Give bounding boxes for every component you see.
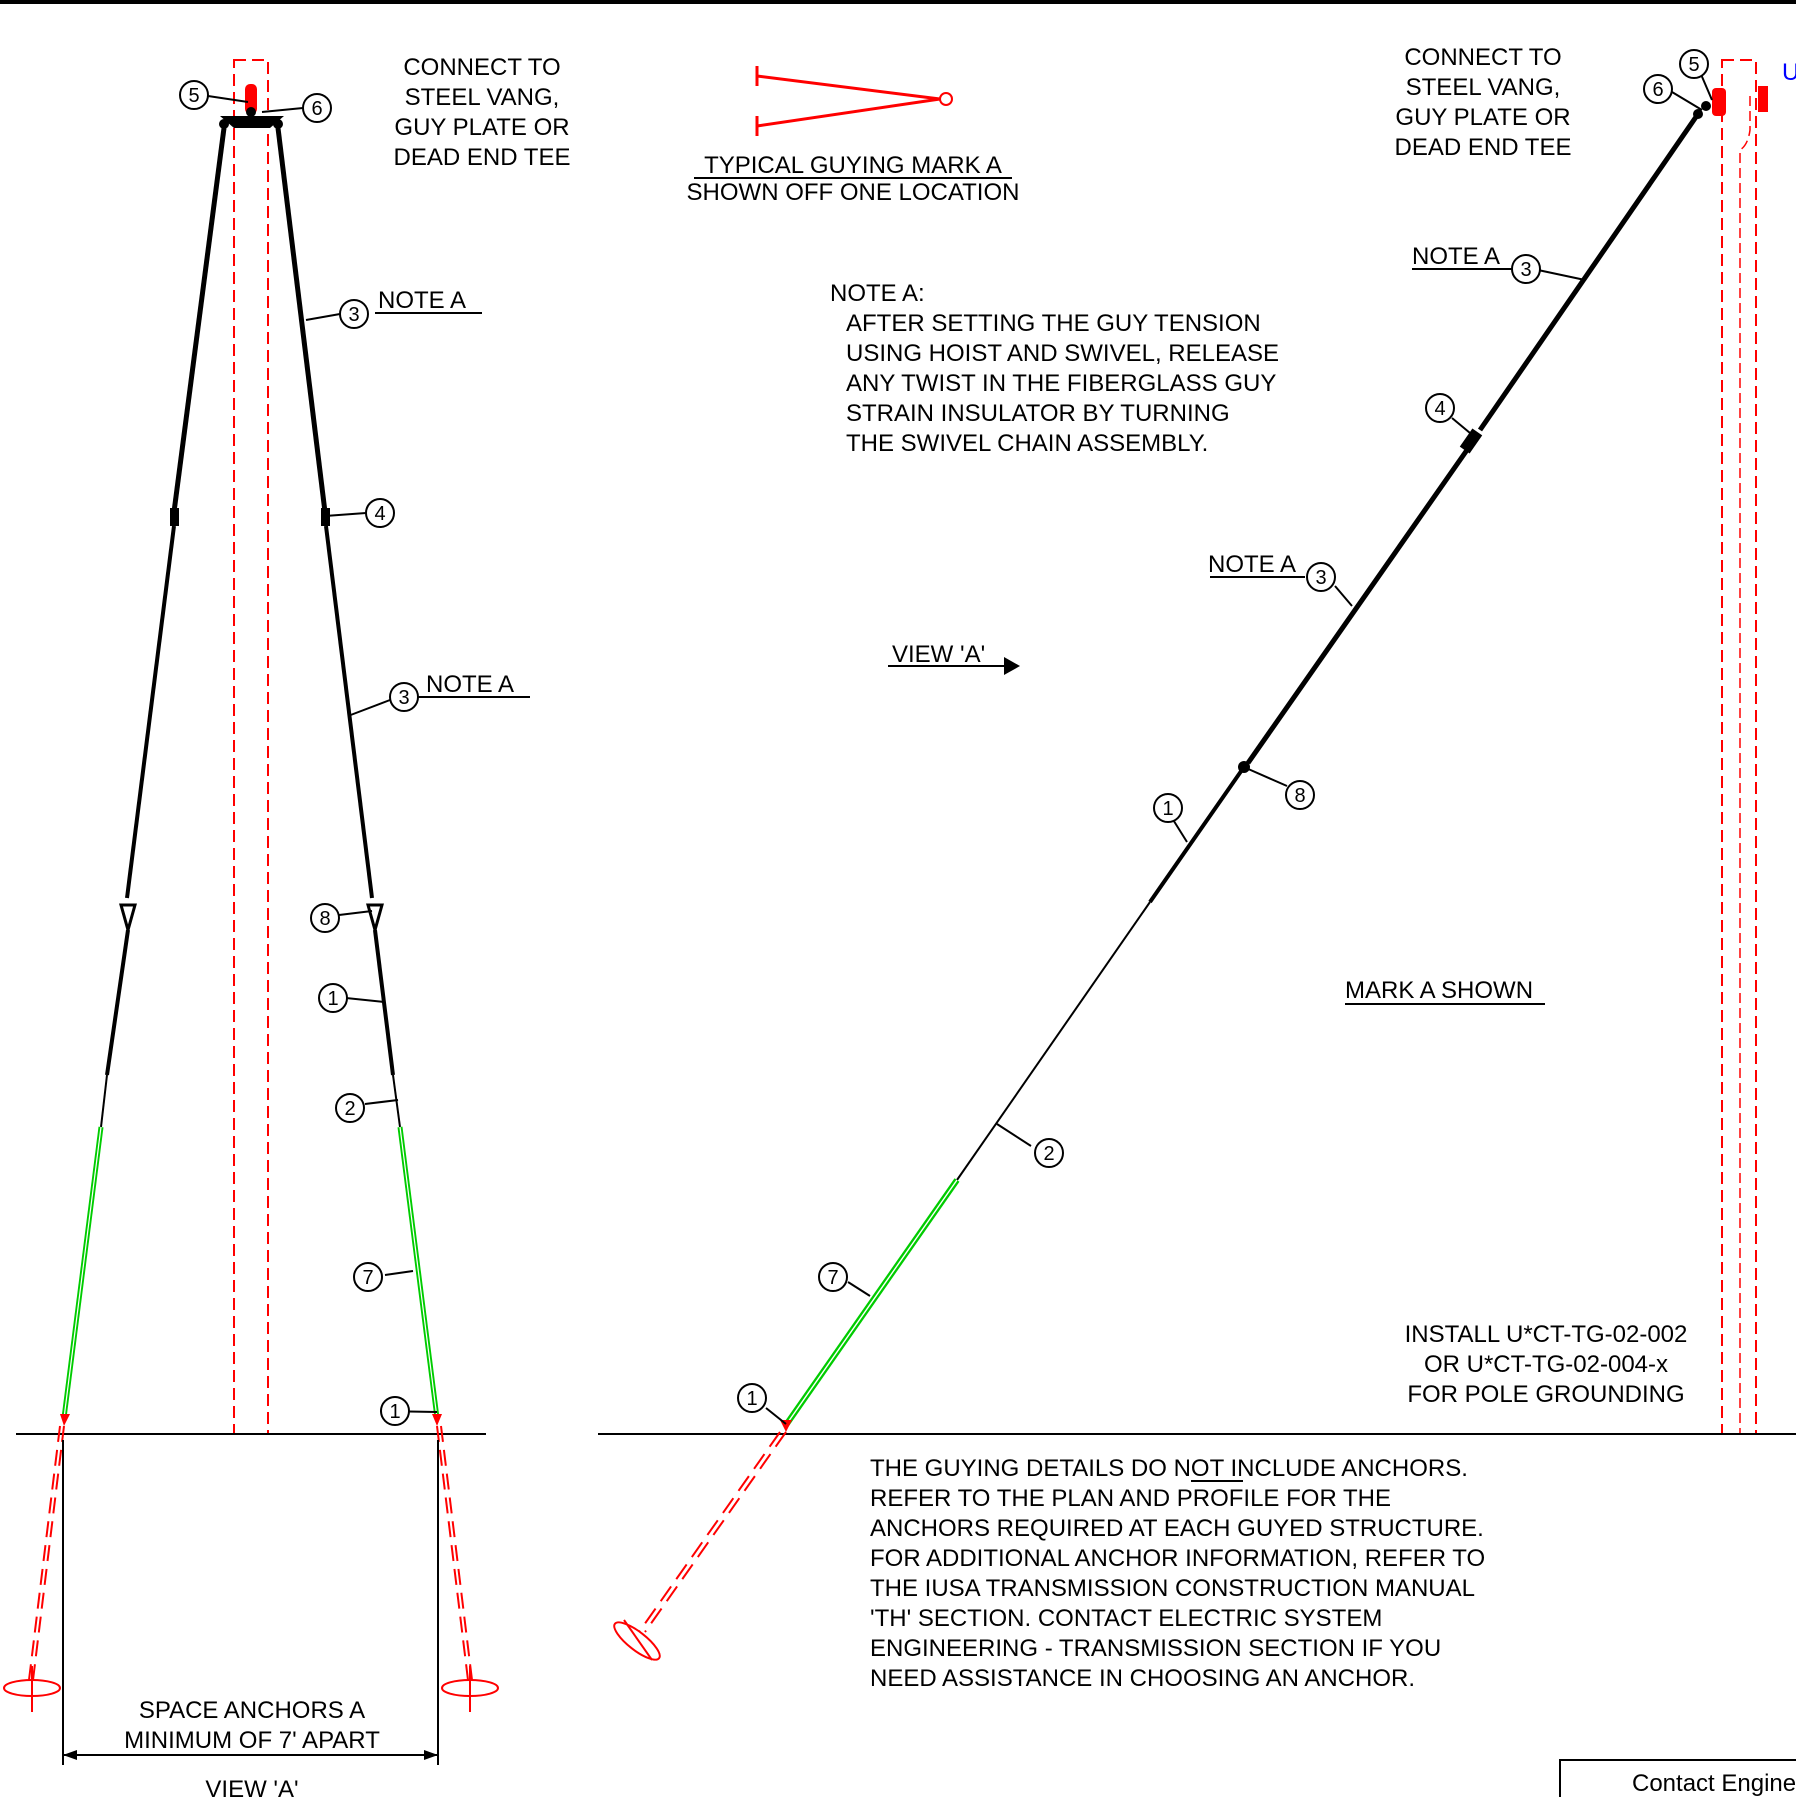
- anchor-note-line-3: ANCHORS REQUIRED AT EACH GUYED STRUCTURE…: [870, 1515, 1484, 1542]
- contact-box: Contact Engine: [1559, 1759, 1796, 1797]
- left-guy-right-branch: [275, 127, 499, 1712]
- right-guy-wire: [613, 112, 1701, 1661]
- left-view: 5 6 3 4 3 8 1 2 7 1 CONNECT TO STEEL VAN…: [3, 54, 571, 1797]
- callout-4-left: 4: [374, 503, 385, 525]
- right-connect-line-4: DEAD END TEE: [1395, 134, 1572, 161]
- callout-6-left: 6: [311, 98, 322, 120]
- right-connect-line-1: CONNECT TO: [1404, 44, 1561, 71]
- callout-3-left-lower: 3: [398, 687, 409, 709]
- note-a-line-2: USING HOIST AND SWIVEL, RELEASE: [846, 340, 1279, 367]
- left-view-title: VIEW 'A': [205, 1776, 298, 1797]
- typical-guying-note: TYPICAL GUYING MARK A SHOWN OFF ONE LOCA…: [687, 152, 1020, 206]
- view-a-arrow-text: VIEW 'A': [892, 641, 985, 668]
- note-a-text: AFTER SETTING THE GUY TENSION USING HOIS…: [846, 310, 1279, 457]
- note-a-line-1: AFTER SETTING THE GUY TENSION: [846, 310, 1261, 337]
- space-anchors-line-2: MINIMUM OF 7' APART: [124, 1727, 380, 1754]
- right-pole-ground-wire: [1739, 96, 1751, 1434]
- left-leaders: [207, 95, 530, 1413]
- right-callout-circles: [737, 49, 1709, 1413]
- anchor-note-line-7: ENGINEERING - TRANSMISSION SECTION IF YO…: [870, 1635, 1441, 1662]
- left-top-attachment: [219, 84, 284, 129]
- callout-6-right: 6: [1652, 79, 1663, 101]
- left-connect-line-3: GUY PLATE OR: [394, 114, 569, 141]
- right-connect-line-3: GUY PLATE OR: [1395, 104, 1570, 131]
- right-connect-note: CONNECT TO STEEL VANG, GUY PLATE OR DEAD…: [1395, 44, 1572, 161]
- typical-guying-symbol: [755, 66, 953, 136]
- typical-guying-line-1: TYPICAL GUYING MARK A: [704, 152, 1002, 179]
- left-connect-line-2: STEEL VANG,: [405, 84, 560, 111]
- callout-4-right: 4: [1434, 398, 1445, 420]
- note-a-line-4: STRAIN INSULATOR BY TURNING: [846, 400, 1230, 427]
- note-a-title: NOTE A:: [830, 280, 925, 307]
- callout-1-left-lower: 1: [389, 1401, 400, 1423]
- anchor-note: THE GUYING DETAILS DO NOT INCLUDE ANCHOR…: [870, 1455, 1485, 1692]
- left-callout-numbers: 5 6 3 4 3 8 1 2 7 1: [188, 85, 409, 1423]
- left-callout-circles: [179, 80, 419, 1426]
- left-connect-line-4: DEAD END TEE: [394, 144, 571, 171]
- install-line-3: FOR POLE GROUNDING: [1407, 1381, 1684, 1408]
- anchor-note-line-6: 'TH' SECTION. CONTACT ELECTRIC SYSTEM: [870, 1605, 1382, 1632]
- left-note-a-upper: NOTE A: [378, 287, 466, 314]
- callout-8-right: 8: [1294, 785, 1305, 807]
- space-anchors-line-1: SPACE ANCHORS A: [139, 1697, 365, 1724]
- note-a-line-3: ANY TWIST IN THE FIBERGLASS GUY: [846, 370, 1276, 397]
- callout-3-left-upper: 3: [348, 304, 359, 326]
- left-pole-outline: [233, 59, 269, 1435]
- typical-guying-line-2: SHOWN OFF ONE LOCATION: [687, 179, 1020, 206]
- right-pole-outline: [1721, 59, 1757, 1435]
- callout-5-right: 5: [1688, 54, 1699, 76]
- anchor-note-line-8: NEED ASSISTANCE IN CHOOSING AN ANCHOR.: [870, 1665, 1415, 1692]
- anchor-note-line-1: THE GUYING DETAILS DO NOT INCLUDE ANCHOR…: [870, 1455, 1468, 1482]
- callout-1-left-upper: 1: [327, 988, 338, 1010]
- right-view: 5 6 3 4 3 8 1 2 7 1 CONNECT TO STEEL VAN…: [598, 44, 1796, 1661]
- install-note: INSTALL U*CT-TG-02-002 OR U*CT-TG-02-004…: [1405, 1321, 1688, 1408]
- mark-a-shown-text: MARK A SHOWN: [1345, 977, 1533, 1004]
- mark-a-shown: MARK A SHOWN: [1345, 977, 1545, 1005]
- callout-5-left: 5: [188, 85, 199, 107]
- right-connect-line-2: STEEL VANG,: [1406, 74, 1561, 101]
- left-guy-left-branch: [3, 127, 227, 1712]
- left-note-a-lower: NOTE A: [426, 671, 514, 698]
- callout-2-left: 2: [344, 1098, 355, 1120]
- sheet-top-border: [0, 0, 1796, 4]
- anchor-note-line-5: THE IUSA TRANSMISSION CONSTRUCTION MANUA…: [870, 1575, 1475, 1602]
- view-a-arrow-label: VIEW 'A': [888, 641, 1020, 675]
- callout-3-right-upper: 3: [1520, 259, 1531, 281]
- left-connect-note: CONNECT TO STEEL VANG, GUY PLATE OR DEAD…: [394, 54, 571, 171]
- callout-7-left: 7: [362, 1267, 373, 1289]
- callout-2-right: 2: [1043, 1143, 1054, 1165]
- right-note-a-lower: NOTE A: [1208, 551, 1296, 578]
- left-connect-line-1: CONNECT TO: [403, 54, 560, 81]
- anchor-note-line-2: REFER TO THE PLAN AND PROFILE FOR THE: [870, 1485, 1391, 1512]
- callout-7-right: 7: [827, 1267, 838, 1289]
- right-partial-label: U: [1782, 59, 1796, 86]
- right-callout-numbers: 5 6 3 4 3 8 1 2 7 1: [746, 54, 1699, 1410]
- note-a-line-5: THE SWIVEL CHAIN ASSEMBLY.: [846, 430, 1208, 457]
- callout-3-right-lower: 3: [1315, 567, 1326, 589]
- contact-box-text: Contact Engine: [1632, 1770, 1796, 1797]
- callout-8-left: 8: [319, 908, 330, 930]
- view-a-arrow-head: [1004, 657, 1020, 675]
- install-line-2: OR U*CT-TG-02-004-x: [1424, 1351, 1668, 1378]
- right-leaders: [765, 71, 1713, 1425]
- space-anchors-note: SPACE ANCHORS A MINIMUM OF 7' APART: [124, 1697, 380, 1754]
- right-note-a-upper: NOTE A: [1412, 243, 1500, 270]
- callout-1-right-upper: 1: [1162, 798, 1173, 820]
- anchor-note-line-4: FOR ADDITIONAL ANCHOR INFORMATION, REFER…: [870, 1545, 1485, 1572]
- callout-1-right-lower: 1: [746, 1388, 757, 1410]
- anchor-spacing-dimension: [62, 1440, 439, 1765]
- install-line-1: INSTALL U*CT-TG-02-002: [1405, 1321, 1688, 1348]
